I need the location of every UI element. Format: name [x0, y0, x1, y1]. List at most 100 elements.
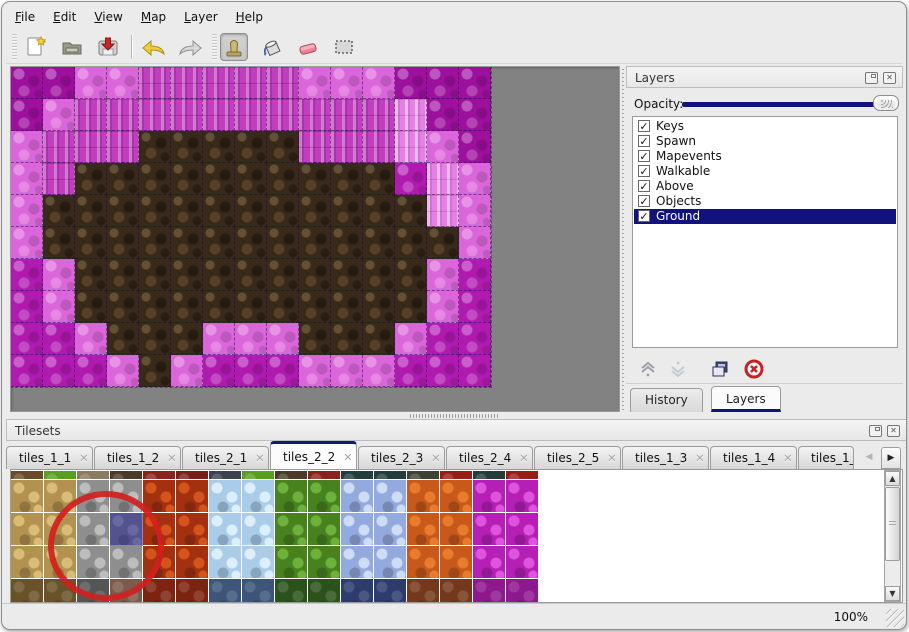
tileset-tile[interactable] — [374, 546, 406, 578]
stamp-tool-button[interactable] — [220, 33, 248, 61]
tileset-tile[interactable] — [275, 546, 307, 578]
tileset-tile[interactable] — [275, 480, 307, 512]
map-tile[interactable] — [459, 99, 491, 131]
map-tile[interactable] — [427, 227, 459, 259]
map-tile[interactable] — [267, 323, 299, 355]
tileset-tab-tiles_1_3[interactable]: tiles_1_3 ✕ — [622, 446, 709, 469]
map-tile[interactable] — [267, 291, 299, 323]
map-tile[interactable] — [43, 227, 75, 259]
map-tile[interactable] — [203, 259, 235, 291]
tab-scroll-right-icon[interactable]: ▶ — [881, 447, 901, 469]
layer-row-spawn[interactable]: ✓ Spawn — [634, 134, 896, 149]
layer-visibility-checkbox[interactable]: ✓ — [638, 210, 650, 223]
map-tile[interactable] — [171, 163, 203, 195]
tileset-tile[interactable] — [209, 579, 241, 602]
tileset-tile[interactable] — [143, 579, 175, 602]
map-tile[interactable] — [299, 227, 331, 259]
tileset-tile[interactable] — [275, 471, 307, 479]
scroll-down-icon[interactable]: ▼ — [885, 586, 900, 601]
map-tile[interactable] — [299, 259, 331, 291]
map-tile[interactable] — [11, 291, 43, 323]
map-tile[interactable] — [235, 259, 267, 291]
tileset-tile[interactable] — [407, 546, 439, 578]
layer-row-mapevents[interactable]: ✓ Mapevents — [634, 149, 896, 164]
tileset-tile[interactable] — [506, 480, 538, 512]
map-tile[interactable] — [203, 227, 235, 259]
map-tile[interactable] — [331, 67, 363, 99]
tileset-tile[interactable] — [440, 546, 472, 578]
tileset-tile[interactable] — [341, 579, 373, 602]
layer-row-objects[interactable]: ✓ Objects — [634, 194, 896, 209]
map-tile[interactable] — [363, 195, 395, 227]
tileset-tile[interactable] — [11, 480, 43, 512]
layer-visibility-checkbox[interactable]: ✓ — [638, 165, 650, 178]
map-tile[interactable] — [139, 195, 171, 227]
tileset-tile[interactable] — [440, 579, 472, 602]
map-tile[interactable] — [139, 291, 171, 323]
map-tile[interactable] — [43, 323, 75, 355]
map-tile[interactable] — [299, 131, 331, 163]
map-tile[interactable] — [427, 195, 459, 227]
float-panel-icon[interactable] — [869, 425, 882, 437]
tileset-tile[interactable] — [44, 471, 76, 479]
map-tile[interactable] — [139, 67, 171, 99]
tileset-tile[interactable] — [242, 546, 274, 578]
map-tile[interactable] — [299, 195, 331, 227]
menu-map[interactable]: Map — [140, 10, 167, 24]
menu-layer[interactable]: Layer — [184, 10, 218, 24]
map-tile[interactable] — [459, 131, 491, 163]
map-tile[interactable] — [75, 259, 107, 291]
map-tile[interactable] — [363, 291, 395, 323]
map-tile[interactable] — [395, 67, 427, 99]
map-tile[interactable] — [363, 99, 395, 131]
lower-layer-button[interactable] — [666, 357, 690, 381]
tileset-tile[interactable] — [11, 513, 43, 545]
tileset-canvas[interactable] — [10, 469, 903, 603]
map-tile[interactable] — [331, 131, 363, 163]
map-tile[interactable] — [331, 99, 363, 131]
tileset-tile[interactable] — [308, 513, 340, 545]
map-tile[interactable] — [267, 131, 299, 163]
map-tile[interactable] — [139, 227, 171, 259]
map-tile[interactable] — [11, 323, 43, 355]
map-tile[interactable] — [395, 131, 427, 163]
tileset-tab-tiles_1_1[interactable]: tiles_1_1 ✕ — [6, 446, 93, 469]
tab-close-icon[interactable]: ✕ — [79, 452, 89, 465]
tileset-tile[interactable] — [242, 513, 274, 545]
map-tile[interactable] — [11, 259, 43, 291]
map-tile[interactable] — [107, 131, 139, 163]
duplicate-layer-button[interactable] — [708, 357, 732, 381]
tileset-tile[interactable] — [77, 471, 109, 479]
map-tile[interactable] — [107, 227, 139, 259]
map-tile[interactable] — [107, 67, 139, 99]
map-tile[interactable] — [75, 291, 107, 323]
map-tile[interactable] — [139, 259, 171, 291]
tileset-tab-tiles_2_1[interactable]: tiles_2_1 ✕ — [182, 446, 269, 469]
map-tile[interactable] — [395, 227, 427, 259]
opacity-slider-handle[interactable] — [873, 95, 899, 111]
map-tile[interactable] — [395, 259, 427, 291]
map-tile[interactable] — [331, 163, 363, 195]
map-tile[interactable] — [427, 67, 459, 99]
layer-row-ground[interactable]: ✓ Ground — [634, 209, 896, 224]
tileset-tile[interactable] — [341, 471, 373, 479]
map-tile[interactable] — [139, 323, 171, 355]
tileset-tile[interactable] — [407, 513, 439, 545]
map-tile[interactable] — [203, 323, 235, 355]
map-tile[interactable] — [75, 323, 107, 355]
tileset-tile[interactable] — [473, 480, 505, 512]
new-file-button[interactable] — [22, 33, 50, 61]
layer-visibility-checkbox[interactable]: ✓ — [638, 120, 650, 133]
map-tile[interactable] — [107, 195, 139, 227]
tileset-tile[interactable] — [473, 471, 505, 479]
map-tile[interactable] — [75, 227, 107, 259]
tileset-tab-tiles_2_3[interactable]: tiles_2_3 ✕ — [358, 446, 445, 469]
tileset-tile[interactable] — [242, 471, 274, 479]
layer-list[interactable]: ✓ Keys ✓ Spawn ✓ Mapevents ✓ Walkable ✓ Above ✓ Obj… — [632, 116, 898, 348]
map-tile[interactable] — [11, 99, 43, 131]
tileset-tile[interactable] — [11, 579, 43, 602]
tileset-scrollbar[interactable]: ▲ ▼ — [884, 470, 901, 602]
tileset-tile[interactable] — [308, 471, 340, 479]
map-tile[interactable] — [427, 291, 459, 323]
tileset-tile[interactable] — [308, 546, 340, 578]
